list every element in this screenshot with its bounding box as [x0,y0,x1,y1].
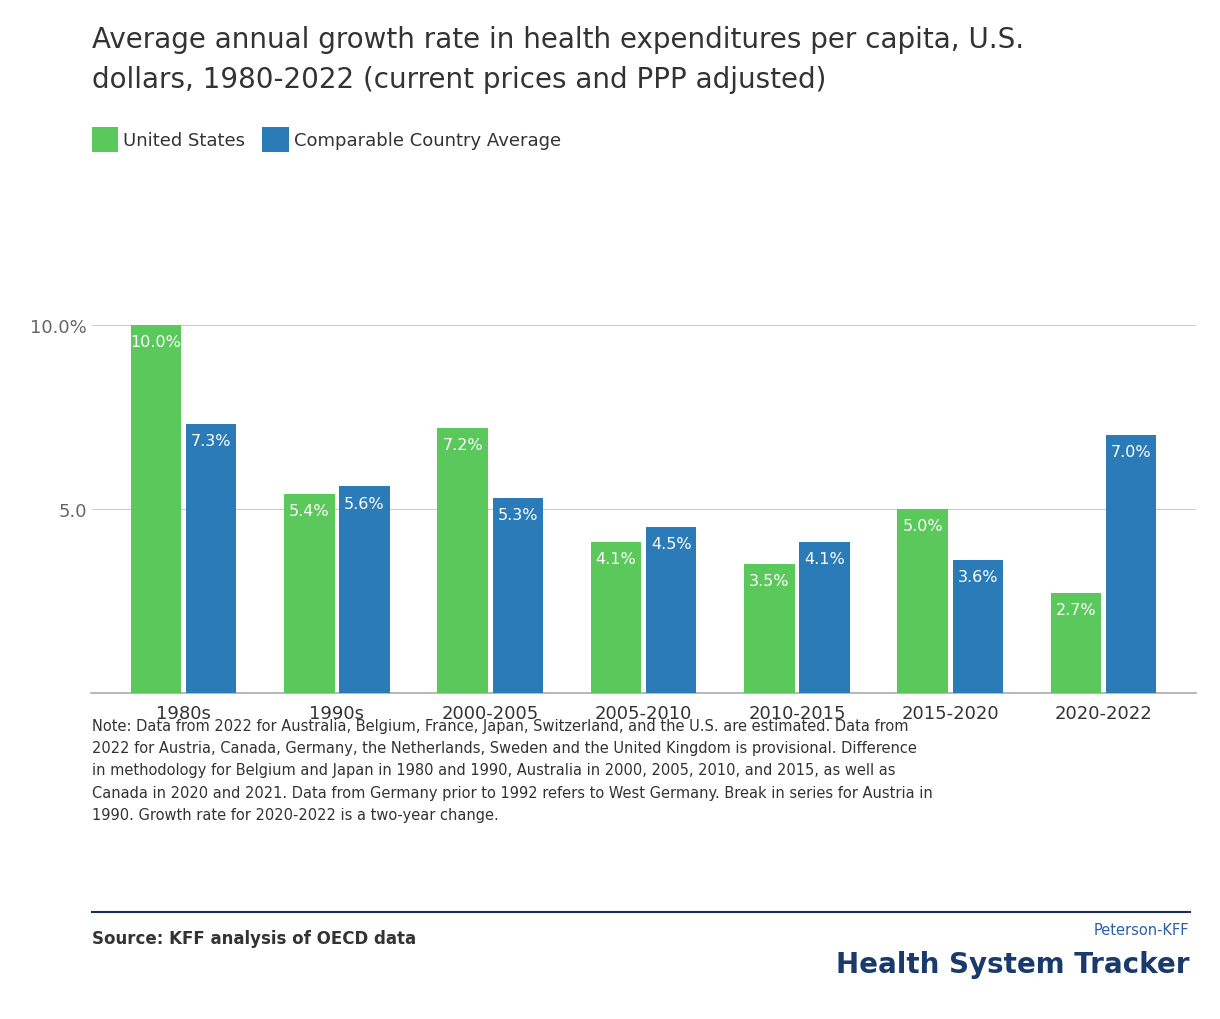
Bar [744,565,794,693]
Bar [645,528,697,693]
Bar [185,425,237,693]
Bar [953,560,1003,693]
Text: Health System Tracker: Health System Tracker [836,950,1190,977]
Text: 10.0%: 10.0% [131,334,182,350]
Bar [1050,594,1102,693]
Text: 3.5%: 3.5% [749,574,789,588]
Bar [131,325,182,693]
Text: 7.0%: 7.0% [1111,444,1152,460]
Text: Source: KFF analysis of OECD data: Source: KFF analysis of OECD data [92,929,416,948]
Text: 5.6%: 5.6% [344,496,384,512]
Text: United States: United States [123,131,245,150]
Text: 7.2%: 7.2% [443,437,483,452]
Text: dollars, 1980-2022 (current prices and PPP adjusted): dollars, 1980-2022 (current prices and P… [92,66,826,94]
Bar [1105,435,1157,693]
Text: 7.3%: 7.3% [190,434,232,448]
Text: 5.0%: 5.0% [903,519,943,533]
Bar [339,487,389,693]
Bar [898,510,948,693]
Text: 3.6%: 3.6% [958,570,998,585]
Bar [437,428,488,693]
Text: 4.1%: 4.1% [595,551,637,567]
Bar [590,542,642,693]
Text: Note: Data from 2022 for Australia, Belgium, France, Japan, Switzerland, and the: Note: Data from 2022 for Australia, Belg… [92,718,932,822]
Text: Comparable Country Average: Comparable Country Average [294,131,561,150]
Text: 2.7%: 2.7% [1055,603,1097,618]
Text: 4.1%: 4.1% [804,551,845,567]
Text: 4.5%: 4.5% [650,537,692,551]
Text: Average annual growth rate in health expenditures per capita, U.S.: Average annual growth rate in health exp… [92,25,1024,53]
Bar [799,542,850,693]
Bar [284,494,334,693]
Text: Peterson-KFF: Peterson-KFF [1094,922,1189,937]
Bar [493,498,543,693]
Text: 5.3%: 5.3% [498,507,538,522]
Text: 5.4%: 5.4% [289,503,329,519]
